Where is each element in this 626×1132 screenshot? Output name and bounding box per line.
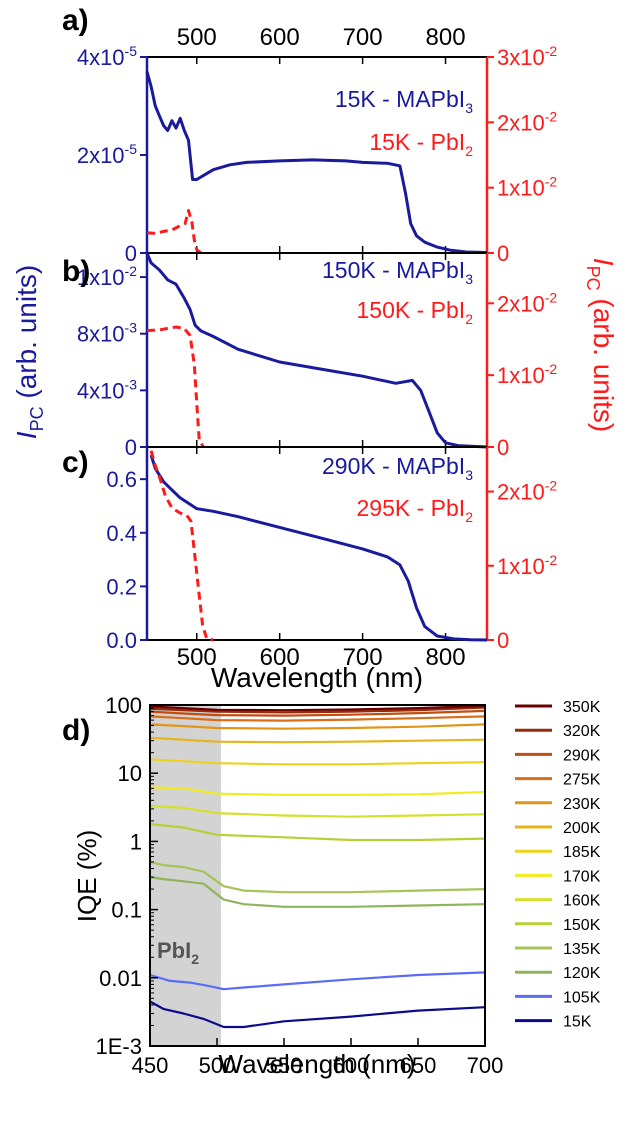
left-axis-title: IPC (arb. units) xyxy=(11,265,47,439)
panel-label: a) xyxy=(62,4,89,37)
panel-label: d) xyxy=(62,714,90,747)
x-tick-label: 600 xyxy=(260,644,300,671)
top-tick-label: 500 xyxy=(177,24,217,51)
panel-label: c) xyxy=(62,446,89,479)
shaded-region-label: PbI2 xyxy=(157,938,199,967)
right-tick-label: 2x10-2 xyxy=(497,478,557,505)
x-axis-title: Wavelength (nm) xyxy=(219,1049,416,1079)
y-tick-label: 1E-3 xyxy=(96,1034,142,1059)
x-tick-label: 550 xyxy=(266,1053,303,1078)
legend-label: 320K xyxy=(563,723,601,740)
top-tick-label: 700 xyxy=(343,24,383,51)
left-tick-label: 0.0 xyxy=(106,628,137,653)
legend-entry: 15K - PbI2 xyxy=(369,129,473,159)
y-tick-label: 0.01 xyxy=(99,966,142,991)
right-axis-title: IPC (arb. units) xyxy=(583,258,619,432)
x-tick-label: 500 xyxy=(177,644,217,671)
left-tick-label: 2x10-5 xyxy=(77,141,137,168)
legend-label: 105K xyxy=(563,989,601,1006)
legend-entry: 290K - MAPbI3 xyxy=(322,453,473,483)
panel-label: b) xyxy=(62,255,90,288)
legend-label: 160K xyxy=(563,893,601,910)
panel-c: 0.0 0.2 0.4 0.6 0 1x10-2 2x10-2 290K - MAPbI3 29… xyxy=(62,446,557,653)
y-tick-label: 0.1 xyxy=(111,898,142,923)
legend-label: 290K xyxy=(563,747,601,764)
top-tick-label: 800 xyxy=(426,24,466,51)
legend-label: 185K xyxy=(563,844,601,861)
right-tick-label: 1x10-2 xyxy=(497,174,557,201)
x-tick-label: 700 xyxy=(467,1053,504,1078)
legend-label: 230K xyxy=(563,796,601,813)
iqe-series-320K xyxy=(149,706,486,714)
series-line xyxy=(146,209,202,255)
top-tick-label: 600 xyxy=(260,24,300,51)
left-tick-label: 4x10-3 xyxy=(77,376,137,403)
x-tick-label: 500 xyxy=(199,1053,236,1078)
left-tick-label: 0 xyxy=(125,435,137,460)
left-tick-label: 0.6 xyxy=(106,467,137,492)
legend-label: 275K xyxy=(563,772,601,789)
iqe-series-15K xyxy=(149,1000,486,1029)
panel-b: 0 4x10-3 8x10-3 1x10-2 0 1x10-2 2x10-2 150K - M… xyxy=(62,252,557,460)
right-tick-label: 2x10-2 xyxy=(497,108,557,135)
iqe-series-150K xyxy=(149,822,486,842)
right-tick-label: 0 xyxy=(497,241,509,266)
panel-d-frame xyxy=(149,704,486,1047)
iqe-series-105K xyxy=(149,971,486,991)
y-axis-title: IQE (%) xyxy=(72,830,102,922)
series-line xyxy=(145,252,488,449)
legend-label: 200K xyxy=(563,820,601,837)
iqe-series-275K xyxy=(149,715,486,722)
iqe-series-160K xyxy=(149,804,486,818)
right-tick-label: 1x10-2 xyxy=(497,361,557,388)
iqe-series-350K xyxy=(149,704,486,712)
legend-label: 135K xyxy=(563,941,601,958)
right-tick-label: 0 xyxy=(497,435,509,460)
iqe-series-120K xyxy=(149,876,486,908)
iqe-series-135K xyxy=(149,860,486,894)
legend-label: 350K xyxy=(563,699,601,716)
x-tick-label: 700 xyxy=(343,644,383,671)
left-tick-label: 4x10-5 xyxy=(77,43,137,70)
x-tick-label: 450 xyxy=(132,1053,169,1078)
legend: 350K 320K 290K 275K 230K 200K 185K 170K 160K 150K… xyxy=(515,699,601,1031)
y-tick-label: 10 xyxy=(118,761,142,786)
right-tick-label: 0 xyxy=(497,628,509,653)
legend-entry: 150K - PbI2 xyxy=(357,297,474,327)
iqe-series-185K xyxy=(149,758,486,766)
series-line xyxy=(145,71,488,254)
legend-entry: 295K - PbI2 xyxy=(357,495,474,525)
x-tick-label: 650 xyxy=(400,1053,437,1078)
legend-label: 150K xyxy=(563,917,601,934)
series-line xyxy=(146,325,205,448)
iqe-series-170K xyxy=(149,786,486,796)
iqe-series-290K xyxy=(149,709,486,717)
right-tick-label: 3x10-2 xyxy=(497,43,557,70)
y-tick-label: 1 xyxy=(130,829,142,854)
legend-label: 15K xyxy=(563,1014,592,1031)
x-tick-label: 800 xyxy=(426,644,466,671)
right-tick-label: 2x10-2 xyxy=(497,289,557,316)
panel-a: 0 2x10-5 4x10-5 0 1x10-2 2x10-2 3x10-2 15K - MA… xyxy=(62,4,557,266)
legend-entry: 150K - MAPbI3 xyxy=(322,257,473,287)
legend-label: 170K xyxy=(563,868,601,885)
series-line xyxy=(149,454,488,642)
x-tick-label: 600 xyxy=(333,1053,370,1078)
legend-entry: 15K - MAPbI3 xyxy=(335,86,473,116)
panel-d: PbI2 1E-3 0.01 0.1 1 10 100 450 500 550 600 650 700 W… xyxy=(62,693,503,1079)
right-tick-label: 1x10-2 xyxy=(497,552,557,579)
left-tick-label: 0.4 xyxy=(106,521,137,546)
left-tick-label: 8x10-3 xyxy=(77,320,137,347)
series-line xyxy=(149,450,214,642)
legend-label: 120K xyxy=(563,965,601,982)
y-tick-label: 100 xyxy=(105,693,142,718)
left-tick-label: 1x10-2 xyxy=(77,263,137,290)
left-tick-label: 0 xyxy=(125,241,137,266)
iqe-series-230K xyxy=(149,723,486,730)
iqe-series-200K xyxy=(149,736,486,744)
x-axis-title: Wavelength (nm) xyxy=(211,662,423,693)
left-tick-label: 0.2 xyxy=(106,574,137,599)
